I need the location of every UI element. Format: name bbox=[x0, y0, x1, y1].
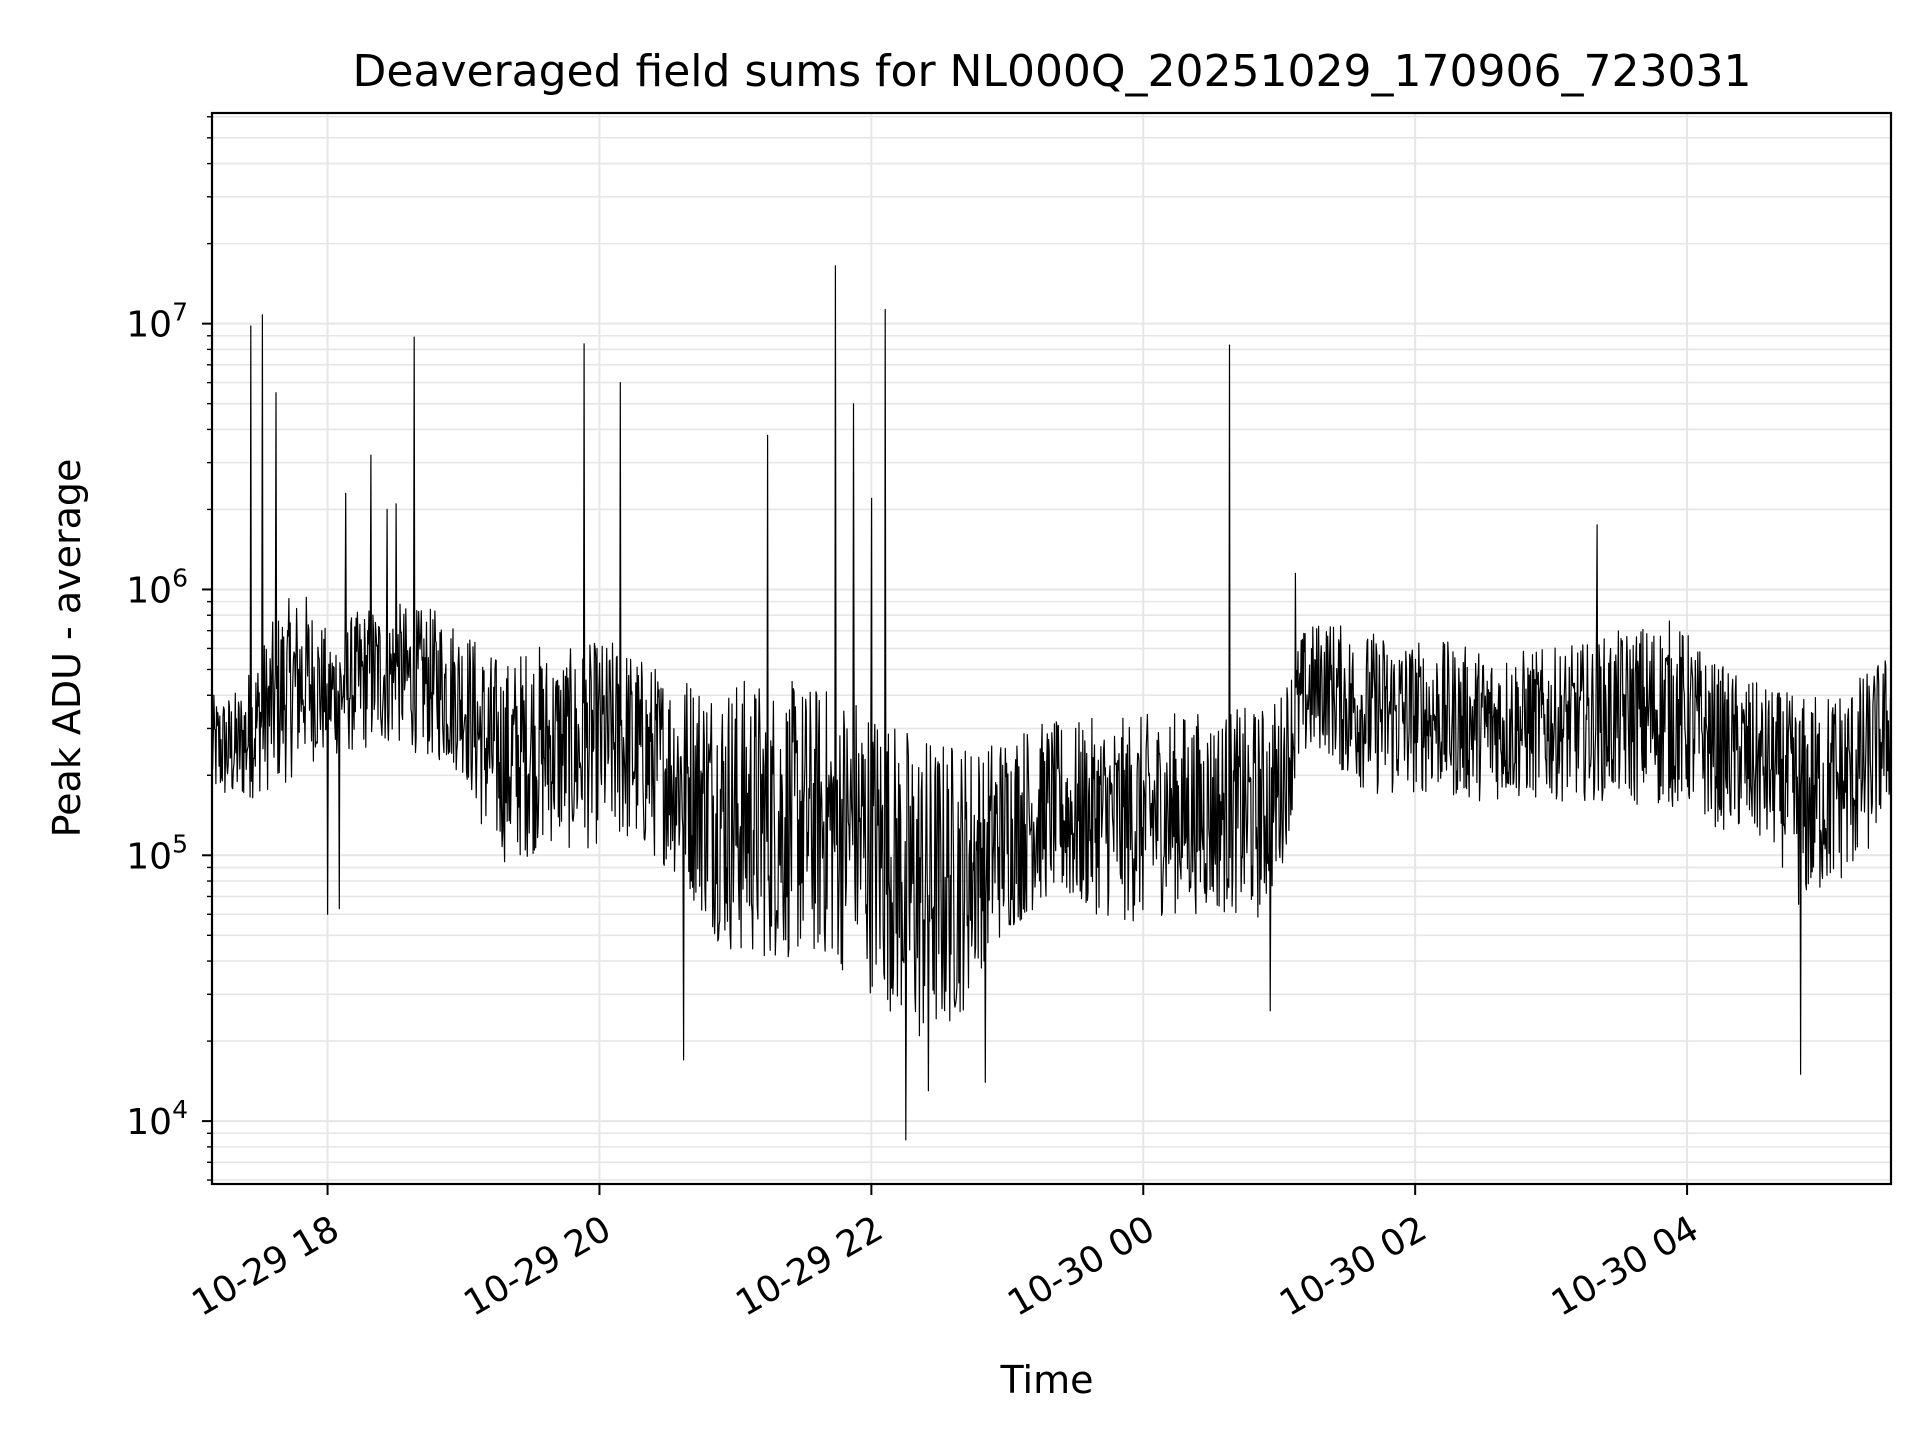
y-tick-label: 105 bbox=[126, 829, 188, 877]
x-axis-label: Time bbox=[1000, 1358, 1094, 1402]
y-tick-label: 107 bbox=[126, 298, 188, 346]
data-series bbox=[211, 265, 1892, 1141]
chart-title: Deaveraged field sums for NL000Q_2025102… bbox=[353, 46, 1752, 97]
y-axis-label: Peak ADU - average bbox=[45, 459, 89, 838]
series-line bbox=[211, 265, 1892, 1141]
y-axis-ticks: 104 105 106 107 bbox=[126, 116, 212, 1181]
y-tick-label: 106 bbox=[126, 563, 188, 611]
grid-lines bbox=[212, 113, 1891, 1184]
y-tick-label: 104 bbox=[126, 1095, 188, 1143]
